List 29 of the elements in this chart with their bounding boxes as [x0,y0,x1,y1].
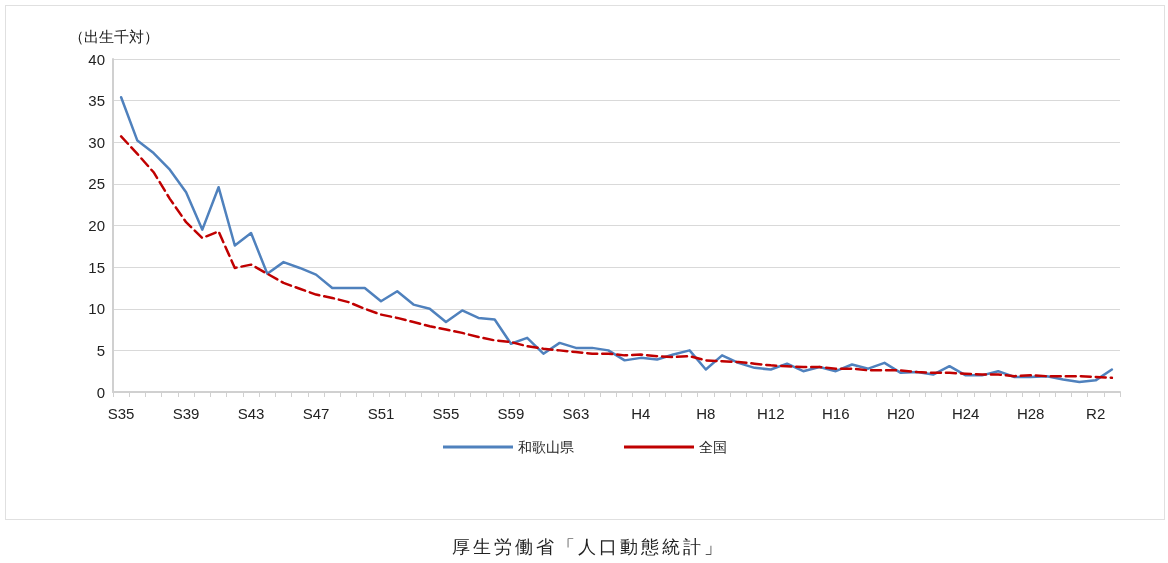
x-tick-label: S47 [302,405,330,422]
y-tick-label: 40 [88,50,105,68]
x-tick-label: S63 [562,405,590,422]
x-tick-label: R2 [1086,405,1106,422]
x-tick-label: S43 [237,405,265,422]
x-tick-label: H24 [951,405,980,422]
y-tick-label: 25 [88,175,105,193]
x-tick-label: S39 [172,405,200,422]
text: 厚生労働省「人口動態統計」 [450,536,726,559]
x-tick-label: S55 [432,405,460,422]
x-tick-label: S59 [497,405,525,422]
y-tick-label: 20 [88,217,105,234]
y-tick-label: 30 [88,133,105,151]
legend-label: 和歌山県 [518,439,574,455]
x-tick-label: S51 [367,405,395,422]
y-tick-label: 10 [88,300,105,318]
y-tick-label: 15 [88,258,105,276]
x-tick-label: S35 [107,405,135,422]
y-tick-label: 0 [96,383,105,401]
x-tick-label: H16 [822,405,850,422]
x-tick-label: H4 [631,405,651,422]
y-axis-title: （出生千対） [69,28,159,45]
x-tick-label: H8 [696,405,716,422]
y-tick-label: 35 [88,92,105,110]
legend-label: 全国 [699,439,727,455]
x-tick-label: H28 [1016,405,1045,422]
x-tick-label: H12 [757,405,785,422]
x-tick-label: H20 [886,405,915,422]
y-tick-label: 5 [96,341,105,359]
